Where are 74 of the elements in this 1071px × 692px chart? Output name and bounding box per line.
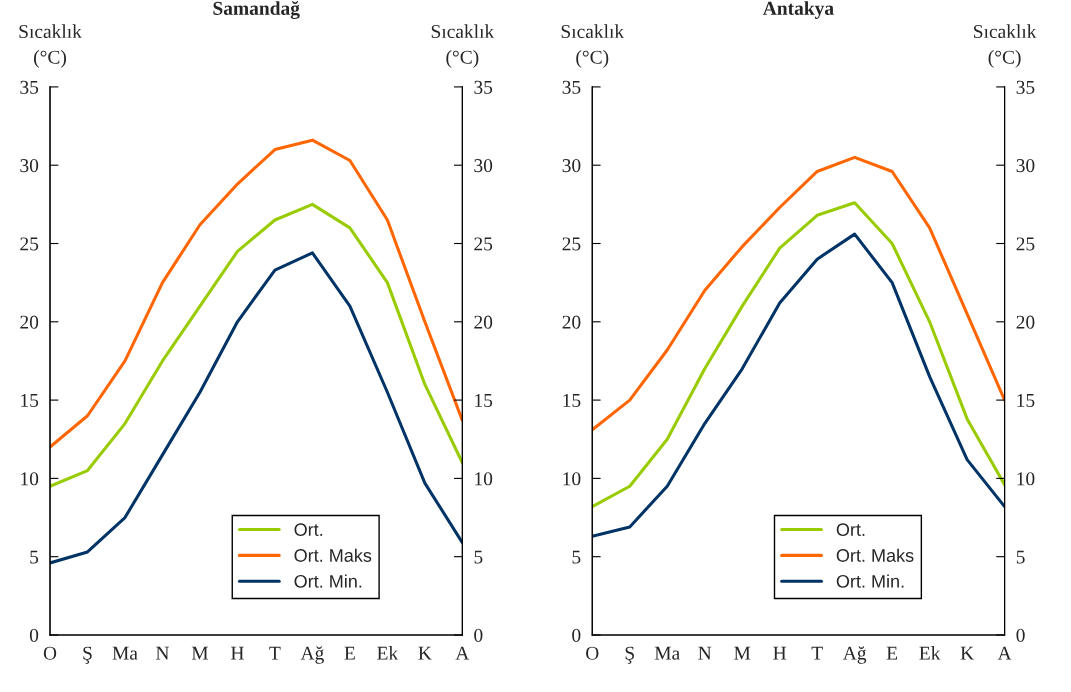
y-tick-label: 25 bbox=[562, 237, 581, 251]
y2-tick-label: 35 bbox=[1016, 80, 1035, 94]
line-series bbox=[50, 202, 463, 488]
y2-tick-label: 0 bbox=[474, 628, 483, 642]
x-tick-label: Ağ bbox=[300, 646, 324, 664]
y-tick-label: 5 bbox=[572, 550, 581, 564]
x-tick-label: Ş bbox=[83, 646, 92, 664]
y-tick-label: 35 bbox=[562, 80, 581, 94]
x-tick-label: T bbox=[269, 646, 281, 660]
y2-tick-label: 10 bbox=[475, 472, 493, 486]
x-tick-label: K bbox=[418, 646, 432, 660]
line-series bbox=[592, 201, 1005, 509]
x-tick-label: K bbox=[960, 646, 974, 660]
y-tick-label: 0 bbox=[29, 628, 39, 642]
y2-tick-label: 35 bbox=[474, 80, 493, 94]
x-tick-label: Ma bbox=[654, 646, 680, 660]
y-tick-label: 0 bbox=[572, 628, 581, 642]
legend-label: Ort. bbox=[836, 523, 865, 537]
x-tick-label: Ma bbox=[112, 646, 138, 660]
y2-tick-label: 25 bbox=[474, 237, 493, 251]
y-tick-label: 35 bbox=[20, 80, 39, 94]
y-tick-label: 30 bbox=[20, 159, 39, 173]
chart-title: Antakya bbox=[762, 1, 834, 19]
y2-tick-label: 15 bbox=[475, 394, 493, 408]
x-tick-label: O bbox=[43, 646, 57, 660]
line-series bbox=[50, 138, 463, 449]
x-tick-label: E bbox=[886, 646, 898, 660]
y2-tick-label: 15 bbox=[1017, 394, 1035, 408]
x-tick-label: Ağ bbox=[842, 646, 867, 664]
line-series bbox=[50, 251, 463, 565]
y-tick-label: 20 bbox=[562, 315, 581, 329]
y2-axis-title: Sıcaklık (°C) bbox=[431, 24, 495, 68]
legend-label: Ort. Min. bbox=[836, 574, 904, 588]
x-tick-label: A bbox=[455, 646, 470, 660]
line-series bbox=[592, 155, 1005, 432]
y-tick-label: 5 bbox=[30, 550, 39, 564]
x-tick-label: A bbox=[997, 646, 1012, 660]
y2-tick-label: 20 bbox=[474, 315, 493, 329]
y2-axis-title: Sıcaklık (°C) bbox=[974, 24, 1037, 68]
x-tick-label: Ş bbox=[625, 646, 634, 664]
x-tick-label: N bbox=[698, 646, 712, 660]
x-tick-label: N bbox=[156, 646, 170, 660]
y-tick-label: 15 bbox=[563, 394, 581, 408]
legend-label: Ort. bbox=[294, 523, 323, 537]
y-axis-title: Sıcaklık (°C) bbox=[561, 24, 625, 68]
y2-tick-label: 5 bbox=[474, 550, 483, 564]
chart-title: Samandağ bbox=[213, 0, 300, 19]
x-tick-label: E bbox=[344, 646, 355, 660]
x-tick-label: H bbox=[773, 646, 787, 660]
y2-tick-label: 30 bbox=[1016, 159, 1035, 173]
y2-tick-label: 30 bbox=[474, 159, 493, 173]
y-tick-label: 30 bbox=[562, 159, 581, 173]
line-series bbox=[592, 232, 1005, 538]
x-tick-label: H bbox=[230, 646, 244, 660]
x-tick-label: Ek bbox=[919, 646, 941, 660]
legend-label: Ort. Min. bbox=[294, 574, 362, 588]
x-tick-label: Ek bbox=[377, 646, 399, 660]
legend-label: Ort. Maks bbox=[836, 548, 914, 562]
legend-label: Ort. Maks bbox=[294, 548, 372, 562]
x-tick-label: T bbox=[811, 646, 823, 660]
y-tick-label: 20 bbox=[20, 315, 39, 329]
y2-tick-label: 5 bbox=[1016, 550, 1025, 564]
x-tick-label: M bbox=[191, 646, 209, 660]
y2-tick-label: 25 bbox=[1016, 237, 1035, 251]
y-tick-label: 10 bbox=[563, 472, 581, 486]
y-tick-label: 15 bbox=[21, 394, 39, 408]
y-tick-label: 25 bbox=[20, 237, 39, 251]
x-tick-label: O bbox=[586, 646, 599, 660]
x-tick-label: M bbox=[734, 646, 751, 660]
y2-tick-label: 20 bbox=[1016, 315, 1035, 329]
y-tick-label: 10 bbox=[21, 472, 39, 486]
y-axis-title: Sıcaklık (°C) bbox=[19, 24, 82, 68]
y2-tick-label: 0 bbox=[1016, 628, 1025, 642]
y2-tick-label: 10 bbox=[1017, 472, 1035, 486]
